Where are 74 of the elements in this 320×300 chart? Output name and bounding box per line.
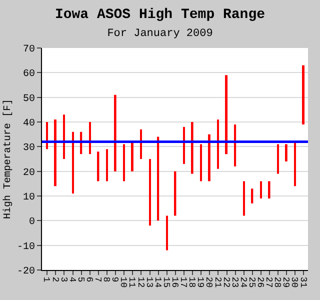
bar [114,94,116,172]
bar [302,65,304,124]
x-tick-label: 4 [66,276,77,282]
x-tick-label: 21 [212,276,222,288]
x-tick-label: 16 [170,276,180,288]
x-tick-label: 31 [298,276,308,288]
bar [106,149,108,182]
x-tick-label: 7 [92,276,103,282]
y-tick-label: 0 [28,217,35,228]
x-tick-label: 19 [195,276,206,288]
x-tick-label: 28 [272,276,282,288]
x-tick-label: 11 [126,276,137,288]
chart-subtitle: For January 2009 [107,28,213,40]
x-tick-label: 23 [229,276,240,288]
bar [191,122,194,174]
bar [157,136,160,221]
y-tick-label: 10 [22,192,35,204]
bar [140,129,142,159]
bar [208,134,210,182]
bar [63,114,66,159]
bar [225,75,228,154]
x-tick-label: 2 [50,276,60,282]
bar [97,152,100,182]
bar [123,144,125,182]
bar [174,171,176,216]
y-tick-label: 30 [22,143,35,154]
bar [251,188,254,204]
y-tick-label: 60 [22,69,35,80]
bar [89,122,91,154]
y-tick-label: -20 [16,266,35,278]
x-tick-label: 1 [41,276,52,282]
y-tick-label: -10 [16,242,35,253]
x-tick-label: 8 [101,276,112,282]
x-tick-label: 10 [118,276,128,288]
bar [149,159,151,226]
y-tick-label: 70 [22,44,35,56]
bar [268,181,270,198]
x-tick-label: 27 [264,276,274,288]
y-axis-title: High Temperature [F] [2,98,14,220]
x-tick-label: 20 [204,276,214,288]
bar [285,144,288,162]
bar [54,120,56,186]
x-tick-label: 22 [220,276,231,288]
x-tick-label: 29 [280,276,291,288]
x-tick-label: 12 [135,276,146,288]
bar [200,144,202,182]
bar [72,132,74,194]
chart-title: Iowa ASOS High Temp Range [54,7,266,23]
x-tick-label: 30 [289,276,300,288]
bar [294,142,296,186]
y-tick-label: 40 [22,118,35,130]
bar [277,144,279,174]
bar [260,181,262,198]
x-tick-label: 26 [255,276,266,288]
y-tick-label: 50 [22,94,35,105]
bar [131,142,134,172]
bar [234,124,236,166]
x-tick-label: 6 [84,276,94,282]
bar [183,126,185,164]
x-tick-label: 15 [160,276,171,288]
y-tick-label: 20 [22,168,35,179]
bar [166,216,168,250]
x-tick-label: 9 [110,276,120,282]
x-tick-label: 18 [186,276,197,288]
bar [243,181,245,216]
x-tick-label: 17 [178,276,188,288]
bar [46,122,48,150]
x-tick-label: 5 [75,276,86,282]
bar [217,120,219,169]
x-tick-label: 24 [238,276,248,288]
x-tick-label: 25 [246,276,256,288]
x-tick-label: 14 [152,276,162,288]
x-tick-label: 3 [58,276,68,282]
x-tick-label: 13 [144,276,154,288]
